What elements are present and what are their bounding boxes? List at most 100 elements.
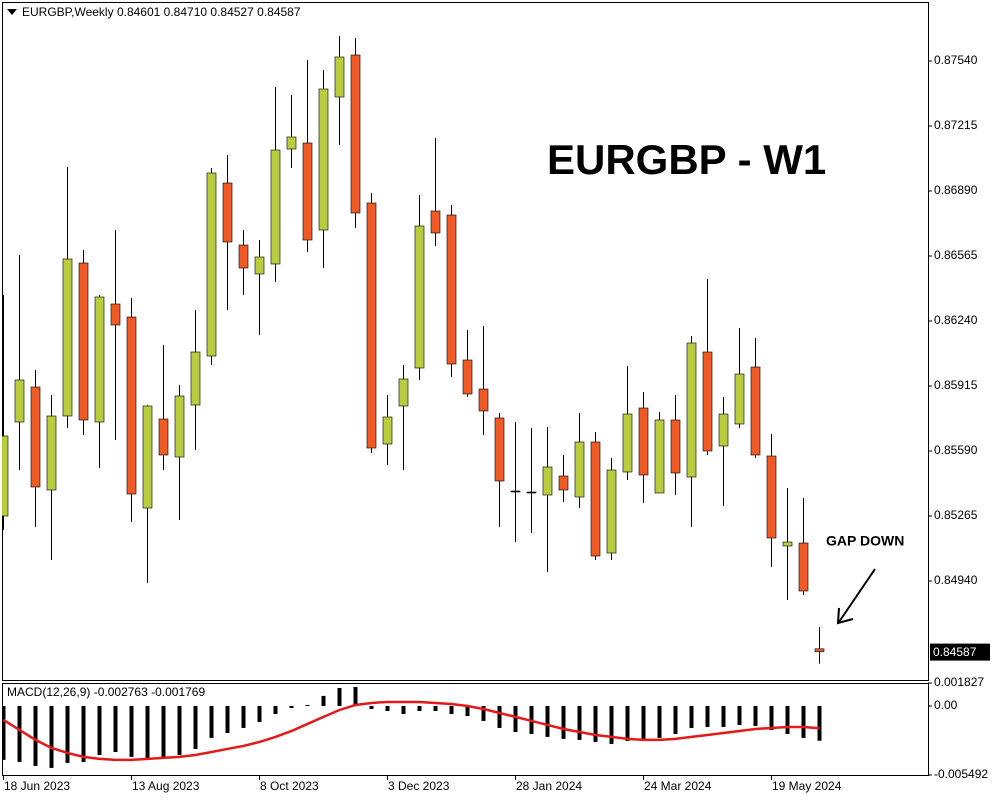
candle-body	[750, 366, 761, 456]
candle-body	[622, 413, 633, 473]
candle-body	[814, 648, 825, 652]
macd-pane	[2, 683, 929, 776]
candle-body	[734, 373, 745, 425]
candle-body	[798, 542, 809, 592]
price-label-bg	[930, 643, 990, 661]
candle-body	[142, 405, 153, 509]
ohlc-label: 0.84527	[210, 5, 254, 19]
indicator-name: MACD(12,26,9)	[7, 685, 90, 699]
macd-bar	[337, 687, 342, 706]
candle-body	[318, 88, 329, 231]
candle-body	[382, 416, 393, 445]
macd-bar	[145, 705, 150, 760]
candle-body	[46, 415, 57, 491]
macd-bar	[241, 705, 246, 728]
candle-body	[590, 441, 601, 557]
candle-body	[110, 303, 121, 326]
macd-bar	[481, 705, 486, 721]
candle-body	[350, 54, 361, 214]
macd-bar	[785, 705, 790, 734]
indicator-value: -0.002763	[94, 685, 148, 699]
candle-body	[286, 136, 297, 150]
macd-bar	[129, 705, 134, 757]
macd-bar	[225, 705, 230, 733]
macd-bar	[257, 705, 262, 722]
y-tick-label: 0.85915	[934, 378, 978, 392]
macd-bar	[769, 705, 774, 730]
macd-bar	[561, 705, 566, 739]
candle-body	[606, 469, 617, 554]
menu-arrow[interactable]	[7, 9, 17, 15]
x-tick-label: 3 Dec 2023	[388, 779, 450, 793]
ohlc-label: 0.84587	[257, 5, 301, 19]
macd-bar	[577, 705, 582, 740]
candle-body	[94, 296, 105, 423]
candle-body	[638, 407, 649, 476]
macd-bar	[689, 705, 694, 728]
candles	[2, 36, 825, 664]
macd-bar	[753, 705, 758, 726]
candle-body	[478, 388, 489, 412]
indicator-value: -0.001769	[151, 685, 205, 699]
candle-body	[446, 214, 457, 365]
y-tick-label: 0.86565	[934, 248, 978, 262]
symbol-label: EURGBP,Weekly	[22, 5, 114, 19]
macd-bar	[209, 705, 214, 738]
chart-annotation: EURGBP - W1	[547, 136, 826, 183]
macd-bar	[449, 705, 454, 715]
macd-bar	[193, 705, 198, 749]
macd-bar	[49, 705, 54, 768]
candle-body	[654, 419, 665, 494]
signal-line	[2, 700, 820, 762]
macd-plot	[2, 686, 822, 768]
candle-body	[302, 142, 313, 241]
y-tick-label: 0.84940	[934, 573, 978, 587]
candle-body	[158, 418, 169, 456]
gap-annotation: GAP DOWN	[826, 533, 904, 549]
macd-bar	[625, 705, 630, 741]
candle-body	[398, 378, 409, 407]
y-tick-label: 0.85590	[934, 443, 978, 457]
candle-body	[558, 475, 569, 491]
candle-body	[510, 490, 521, 493]
macd-bar	[353, 686, 358, 706]
macd-bar	[305, 704, 310, 706]
ohlc-label: 0.84710	[164, 5, 208, 19]
macd-bar	[289, 705, 294, 708]
candle-body	[206, 172, 217, 357]
candle-body	[686, 342, 697, 478]
macd-bar	[161, 705, 166, 758]
candle-body	[782, 541, 793, 547]
candle-body	[254, 256, 265, 275]
macd-bar	[497, 705, 502, 728]
macd-bar	[81, 705, 86, 762]
macd-bar	[545, 705, 550, 737]
macd-bar	[385, 705, 390, 711]
macd-bar	[465, 705, 470, 717]
macd-bar	[609, 705, 614, 744]
x-tick-label: 18 Jun 2023	[4, 779, 70, 793]
macd-bar	[177, 705, 182, 755]
macd-bar	[65, 705, 70, 763]
candle-body	[462, 359, 473, 395]
price-label: 0.84587	[933, 645, 977, 659]
macd-header: MACD(12,26,9) -0.002763 -0.001769	[7, 685, 205, 699]
candle-body	[526, 491, 537, 494]
macd-bar	[673, 705, 678, 734]
y-tick-label: 0.001827	[934, 675, 984, 689]
macd-bar	[641, 705, 646, 740]
y-tick-label: 0.87215	[934, 118, 978, 132]
y-tick-label: 0.87540	[934, 53, 978, 67]
macd-bar	[433, 705, 438, 711]
macd-bar	[513, 705, 518, 732]
candle-body	[62, 258, 73, 417]
candle-body	[238, 244, 249, 269]
macd-bar	[657, 705, 662, 738]
arrow-head	[836, 607, 854, 625]
x-tick-label: 28 Jan 2024	[516, 779, 582, 793]
candle-body	[222, 182, 233, 243]
macd-bar	[721, 705, 726, 727]
macd-bar	[33, 705, 38, 766]
gap-arrow	[836, 568, 876, 625]
candle-body	[30, 386, 41, 488]
